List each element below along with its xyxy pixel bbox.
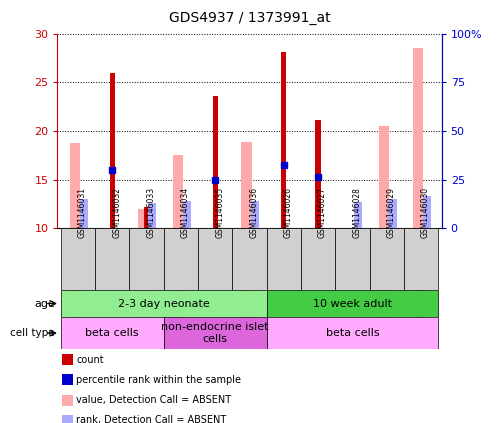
Bar [138,209,149,326]
Bar [404,228,438,290]
Bar [354,202,362,228]
Text: GSM1146031: GSM1146031 [78,187,87,238]
Text: GSM1146030: GSM1146030 [421,187,430,238]
Bar [266,290,438,317]
Bar [148,203,156,228]
Text: GSM1146029: GSM1146029 [387,187,396,238]
Bar [61,290,266,317]
Text: GSM1146034: GSM1146034 [181,187,190,238]
Bar [80,199,88,228]
Bar [266,317,438,349]
Bar [233,228,266,290]
Text: cell type: cell type [10,328,55,338]
Text: 10 week adult: 10 week adult [313,299,392,308]
Text: GSM1146035: GSM1146035 [215,187,224,238]
Text: GSM1146036: GSM1146036 [250,187,258,238]
Text: GDS4937 / 1373991_at: GDS4937 / 1373991_at [169,11,330,25]
Text: beta cells: beta cells [85,328,139,338]
Bar [301,228,335,290]
Text: non-endocrine islet
cells: non-endocrine islet cells [162,322,269,344]
Bar [95,228,129,290]
Bar [242,142,252,326]
Text: count: count [76,354,104,365]
Text: GSM1146028: GSM1146028 [352,187,361,238]
Bar [251,201,259,228]
Bar [110,73,115,326]
Text: GSM1146033: GSM1146033 [147,187,156,238]
Bar [423,196,431,228]
Text: GSM1146027: GSM1146027 [318,187,327,238]
Bar [144,207,149,326]
Text: rank, Detection Call = ABSENT: rank, Detection Call = ABSENT [76,415,227,423]
Bar [213,96,218,326]
Bar [370,228,404,290]
Text: 2-3 day neonate: 2-3 day neonate [118,299,210,308]
Bar [70,143,80,326]
Bar [198,228,233,290]
Bar [315,121,321,326]
Bar [379,126,389,326]
Bar [164,317,266,349]
Bar [335,228,370,290]
Bar [413,49,424,326]
Bar [388,199,397,228]
Bar [129,228,164,290]
Text: age: age [34,299,55,308]
Text: beta cells: beta cells [326,328,379,338]
Bar [266,228,301,290]
Text: percentile rank within the sample: percentile rank within the sample [76,375,242,385]
Bar [164,228,198,290]
Bar [183,201,191,228]
Text: value, Detection Call = ABSENT: value, Detection Call = ABSENT [76,395,232,405]
Bar [281,52,286,326]
Bar [173,155,183,326]
Text: GSM1146026: GSM1146026 [284,187,293,238]
Text: GSM1146032: GSM1146032 [112,187,121,238]
Bar [61,317,164,349]
Bar [61,228,95,290]
